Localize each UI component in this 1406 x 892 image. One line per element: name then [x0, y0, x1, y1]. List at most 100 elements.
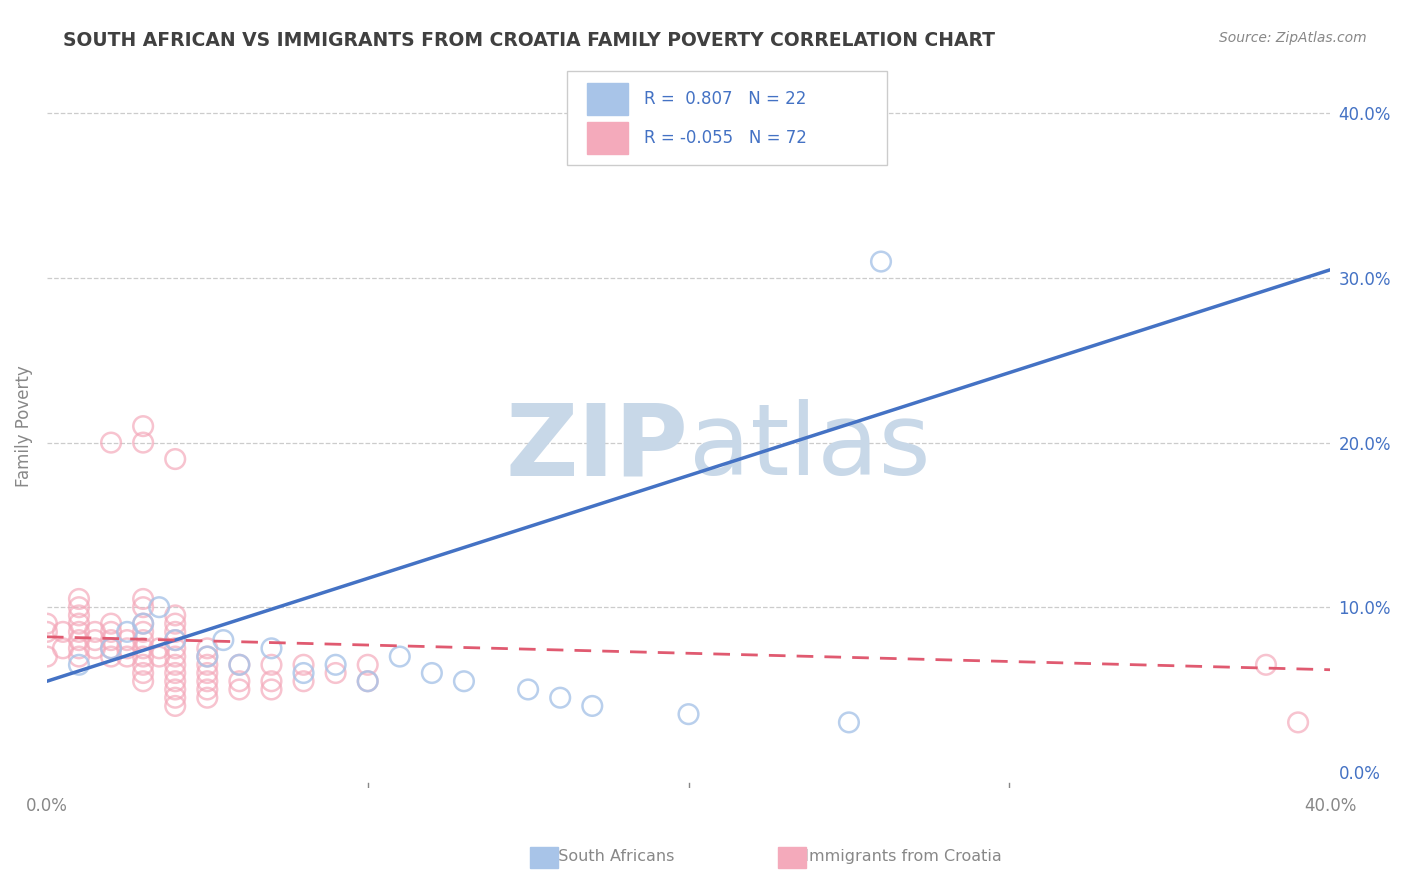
Point: [132, 674, 155, 689]
Point: [165, 698, 187, 713]
Point: [420, 666, 443, 681]
Point: [132, 600, 155, 615]
Point: [67, 600, 90, 615]
Point: [165, 633, 187, 648]
Point: [292, 674, 315, 689]
Point: [165, 682, 187, 697]
Point: [84, 624, 107, 639]
Point: [84, 633, 107, 648]
Point: [195, 666, 218, 681]
Point: [100, 624, 122, 639]
Point: [67, 608, 90, 623]
Point: [548, 690, 571, 705]
Point: [260, 657, 283, 672]
Point: [517, 682, 540, 697]
Point: [67, 633, 90, 648]
Point: [132, 616, 155, 631]
Point: [195, 641, 218, 656]
Text: Source: ZipAtlas.com: Source: ZipAtlas.com: [1219, 31, 1367, 45]
Point: [115, 624, 138, 639]
Point: [195, 682, 218, 697]
Point: [67, 616, 90, 631]
Point: [1254, 657, 1277, 672]
Point: [838, 715, 860, 730]
Point: [132, 616, 155, 631]
Point: [67, 591, 90, 606]
Point: [357, 657, 380, 672]
Point: [165, 641, 187, 656]
Point: [165, 633, 187, 648]
Point: [100, 435, 122, 450]
Point: [228, 674, 250, 689]
Point: [165, 690, 187, 705]
Point: [325, 657, 347, 672]
Point: [115, 641, 138, 656]
Point: [260, 682, 283, 697]
Point: [357, 674, 380, 689]
Point: [148, 641, 170, 656]
Point: [165, 649, 187, 664]
Point: [195, 690, 218, 705]
Text: atlas: atlas: [689, 400, 931, 496]
Point: [100, 641, 122, 656]
Point: [165, 608, 187, 623]
Text: R =  0.807   N = 22: R = 0.807 N = 22: [644, 90, 806, 108]
Text: ZIP: ZIP: [506, 400, 689, 496]
FancyBboxPatch shape: [567, 71, 887, 165]
Point: [132, 633, 155, 648]
Point: [132, 624, 155, 639]
Point: [325, 666, 347, 681]
Point: [148, 649, 170, 664]
Point: [678, 707, 700, 722]
FancyBboxPatch shape: [588, 122, 628, 153]
Point: [870, 254, 893, 268]
Point: [67, 657, 90, 672]
Text: South Africans: South Africans: [548, 849, 675, 863]
Point: [132, 591, 155, 606]
Point: [67, 624, 90, 639]
Point: [52, 641, 75, 656]
Point: [35, 616, 58, 631]
Point: [292, 657, 315, 672]
Point: [100, 641, 122, 656]
Text: R = -0.055   N = 72: R = -0.055 N = 72: [644, 129, 807, 147]
Point: [35, 624, 58, 639]
Point: [132, 435, 155, 450]
Point: [260, 641, 283, 656]
Point: [35, 649, 58, 664]
Point: [195, 649, 218, 664]
Point: [148, 600, 170, 615]
Point: [132, 657, 155, 672]
Point: [165, 657, 187, 672]
Point: [100, 649, 122, 664]
Point: [357, 674, 380, 689]
Text: Immigrants from Croatia: Immigrants from Croatia: [794, 849, 1002, 863]
Point: [228, 657, 250, 672]
Point: [52, 624, 75, 639]
Point: [165, 666, 187, 681]
Point: [228, 682, 250, 697]
Point: [212, 633, 235, 648]
FancyBboxPatch shape: [588, 83, 628, 115]
Point: [67, 641, 90, 656]
Point: [453, 674, 475, 689]
Point: [132, 649, 155, 664]
Point: [115, 633, 138, 648]
Point: [388, 649, 411, 664]
Point: [67, 649, 90, 664]
Text: SOUTH AFRICAN VS IMMIGRANTS FROM CROATIA FAMILY POVERTY CORRELATION CHART: SOUTH AFRICAN VS IMMIGRANTS FROM CROATIA…: [63, 31, 995, 50]
Point: [165, 452, 187, 467]
Point: [100, 633, 122, 648]
Y-axis label: Family Poverty: Family Poverty: [15, 365, 32, 487]
Point: [228, 657, 250, 672]
Point: [195, 657, 218, 672]
Point: [100, 616, 122, 631]
Point: [581, 698, 603, 713]
Point: [132, 641, 155, 656]
Point: [195, 649, 218, 664]
Point: [260, 674, 283, 689]
Point: [165, 624, 187, 639]
Point: [165, 674, 187, 689]
Point: [132, 666, 155, 681]
Point: [1286, 715, 1309, 730]
